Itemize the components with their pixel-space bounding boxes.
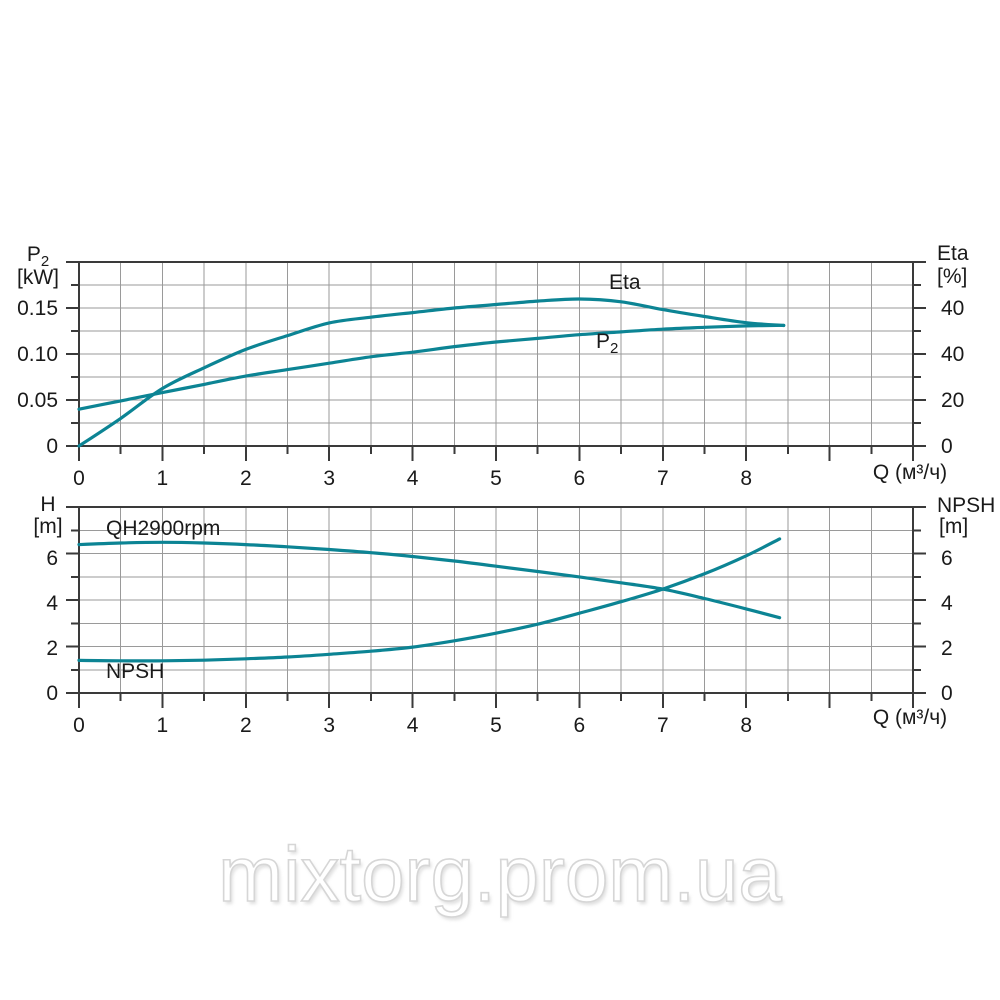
left-tick-label: 6 bbox=[46, 547, 58, 570]
x-tick-label: 3 bbox=[323, 467, 335, 490]
x-tick-label: 2 bbox=[240, 714, 252, 737]
bottom-chart-right-axis-unit: [m] bbox=[939, 515, 969, 538]
top-chart-x-axis-title: Q (м³/ч) bbox=[872, 461, 948, 484]
subscript: 2 bbox=[610, 340, 619, 358]
tick-labels: 0 1 2 3 4 5 6 7 8 0.15 0.10 0.05 0 40 40 20 0 bbox=[17, 297, 964, 490]
x-tick-label: 0 bbox=[73, 467, 85, 490]
right-tick-label: 20 bbox=[941, 389, 964, 412]
x-tick-label: 5 bbox=[490, 467, 502, 490]
x-tick-label: 6 bbox=[574, 714, 586, 737]
x-tick-label: 7 bbox=[657, 714, 669, 737]
x-tick-label: 8 bbox=[740, 467, 752, 490]
right-tick-label: 0 bbox=[941, 435, 953, 458]
x-tick-label: 0 bbox=[73, 714, 85, 737]
left-tick-label: 0 bbox=[46, 682, 58, 705]
top-chart-left-axis-unit: [kW] bbox=[17, 266, 59, 289]
x-tick-label: 4 bbox=[407, 467, 419, 490]
subscript: 2 bbox=[40, 253, 50, 271]
top-chart-left-axis-title: P2 bbox=[26, 243, 50, 271]
x-tick-label: 6 bbox=[574, 467, 586, 490]
left-tick-label: 0.10 bbox=[17, 343, 58, 366]
grid bbox=[79, 262, 913, 446]
curve-P2 bbox=[77, 323, 786, 411]
x-tick-label: 1 bbox=[157, 467, 169, 490]
top-chart-right-axis-title: Eta bbox=[937, 242, 969, 265]
axes bbox=[66, 506, 926, 708]
bottom-chart-left-axis-title: H bbox=[40, 493, 56, 516]
npsh-curve-label: NPSH bbox=[106, 660, 165, 683]
tick-labels: 0 1 2 3 4 5 6 7 8 6 4 2 0 6 4 2 0 bbox=[46, 547, 953, 737]
x-tick-label: 2 bbox=[240, 467, 252, 490]
x-tick-label: 4 bbox=[407, 714, 419, 737]
left-tick-label: 0 bbox=[46, 435, 58, 458]
right-tick-label: 4 bbox=[941, 592, 953, 615]
qh-curve-label: QH2900rpm bbox=[106, 517, 221, 540]
curve-NPSH bbox=[77, 537, 782, 663]
x-tick-label: 3 bbox=[323, 714, 335, 737]
x-tick-label: 7 bbox=[657, 467, 669, 490]
p2-curve-label: P2 bbox=[596, 330, 619, 358]
eta-curve-label: Eta bbox=[609, 271, 641, 294]
left-tick-label: 4 bbox=[46, 592, 58, 615]
bottom-chart-right-axis-title: NPSH bbox=[937, 494, 996, 517]
head-npsh-chart: 0 1 2 3 4 5 6 7 8 6 4 2 0 6 4 2 0 bbox=[46, 506, 953, 737]
top-chart-right-axis-unit: [%] bbox=[937, 265, 968, 288]
curve-Eta bbox=[77, 297, 786, 448]
bottom-chart-x-axis-title: Q (м³/ч) bbox=[872, 706, 948, 729]
left-tick-label: 0.05 bbox=[17, 389, 58, 412]
grid bbox=[79, 507, 913, 693]
curve-QH2900rpm bbox=[77, 540, 782, 620]
left-tick-label: 2 bbox=[46, 637, 58, 660]
watermark: mixtorg.prom.ua bbox=[217, 829, 782, 919]
right-tick-label: 6 bbox=[941, 547, 953, 570]
x-tick-label: 5 bbox=[490, 714, 502, 737]
bottom-chart-left-axis-unit: [m] bbox=[33, 515, 63, 538]
power-efficiency-chart: 0 1 2 3 4 5 6 7 8 0.15 0.10 0.05 0 40 40 20 0 bbox=[17, 261, 964, 490]
right-tick-label: 0 bbox=[941, 682, 953, 705]
right-tick-label: 2 bbox=[941, 637, 953, 660]
x-tick-label: 1 bbox=[157, 714, 169, 737]
x-tick-label: 8 bbox=[740, 714, 752, 737]
right-tick-label: 40 bbox=[941, 297, 964, 320]
left-tick-label: 0.15 bbox=[17, 297, 58, 320]
right-tick-label: 40 bbox=[941, 343, 964, 366]
axes bbox=[66, 261, 926, 461]
